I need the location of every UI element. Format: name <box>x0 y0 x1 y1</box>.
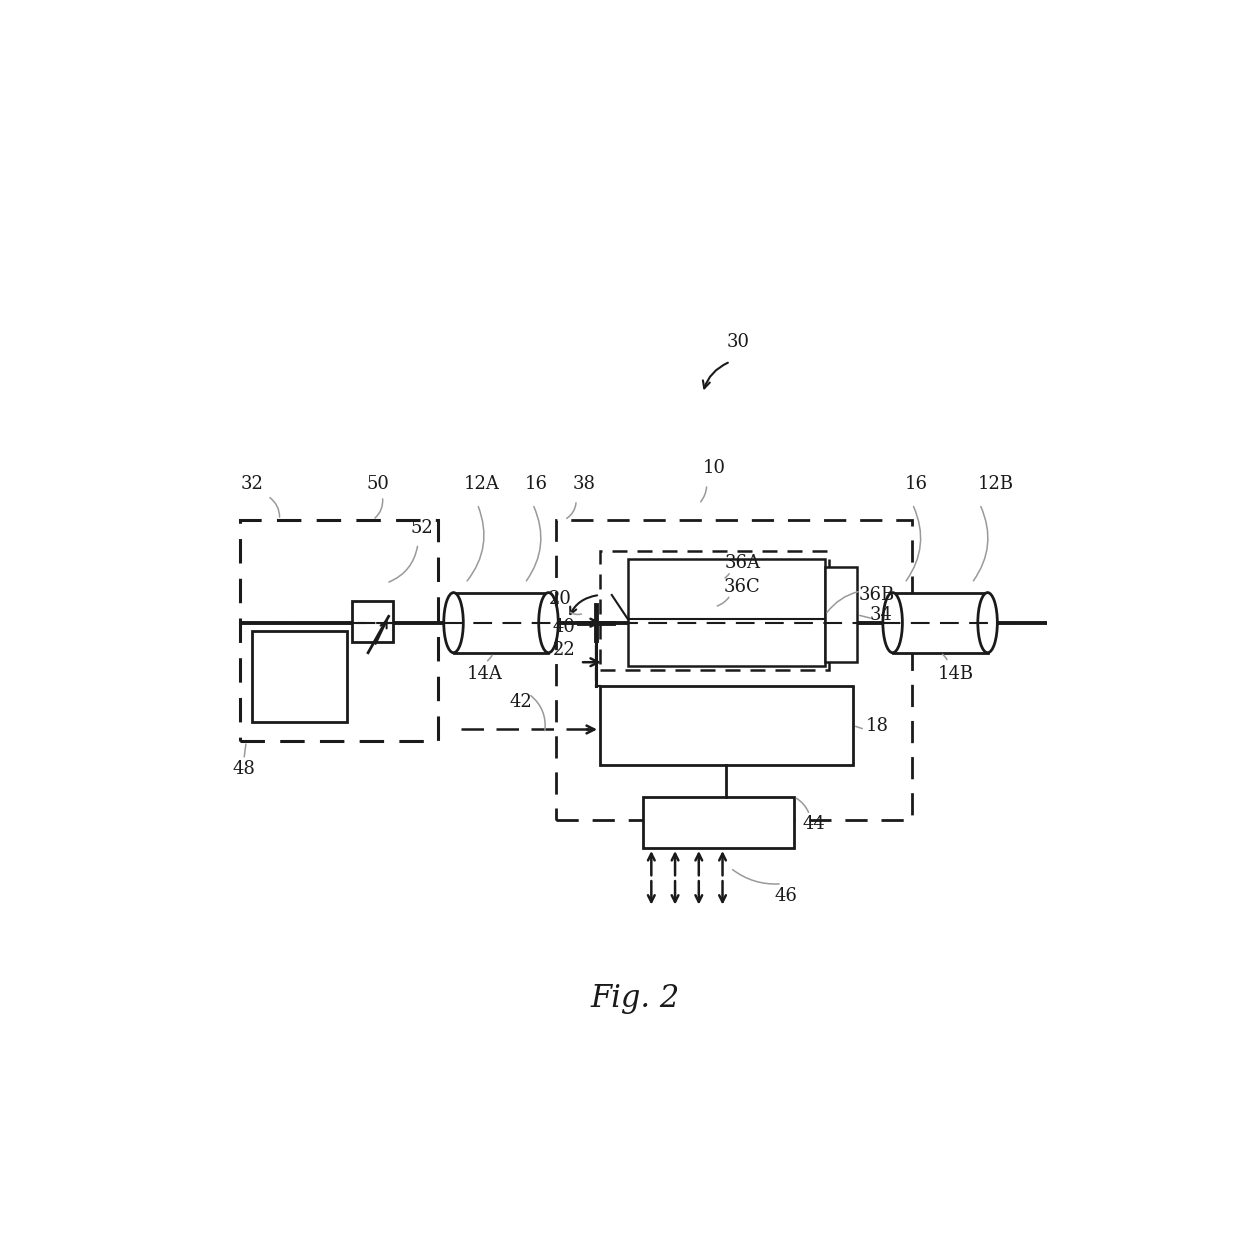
Bar <box>239 520 438 741</box>
Text: 16: 16 <box>525 475 548 493</box>
Bar <box>352 602 393 642</box>
Ellipse shape <box>444 593 464 652</box>
Bar <box>644 797 794 848</box>
Text: 22: 22 <box>553 641 575 660</box>
Text: 40: 40 <box>553 618 575 636</box>
Bar <box>600 686 853 764</box>
Text: 52: 52 <box>410 519 433 536</box>
Bar <box>557 520 913 820</box>
Text: 14A: 14A <box>467 665 503 683</box>
Text: 46: 46 <box>775 887 797 905</box>
Text: 36C: 36C <box>724 578 760 596</box>
Bar <box>893 593 987 652</box>
Text: 10: 10 <box>703 460 727 477</box>
Text: 42: 42 <box>510 693 532 710</box>
Text: 30: 30 <box>727 333 750 351</box>
Text: 16: 16 <box>905 475 928 493</box>
Text: Fig. 2: Fig. 2 <box>591 983 680 1014</box>
Text: 44: 44 <box>802 815 825 834</box>
Ellipse shape <box>978 593 997 652</box>
Text: 20: 20 <box>549 589 572 608</box>
Text: 12A: 12A <box>464 475 500 493</box>
Text: 48: 48 <box>232 760 255 778</box>
Text: 36B: 36B <box>858 586 895 604</box>
Bar <box>627 560 826 666</box>
Bar <box>252 630 347 721</box>
Bar <box>600 551 830 671</box>
Bar <box>454 593 548 652</box>
Text: 36A: 36A <box>724 555 760 572</box>
Text: 34: 34 <box>869 605 893 624</box>
Text: 18: 18 <box>866 716 888 735</box>
Bar <box>826 567 857 662</box>
Text: 14B: 14B <box>937 665 973 683</box>
Text: 50: 50 <box>367 475 389 493</box>
Ellipse shape <box>538 593 558 652</box>
Text: 38: 38 <box>573 475 595 493</box>
Ellipse shape <box>883 593 903 652</box>
Text: 32: 32 <box>241 475 263 493</box>
Text: 12B: 12B <box>977 475 1013 493</box>
